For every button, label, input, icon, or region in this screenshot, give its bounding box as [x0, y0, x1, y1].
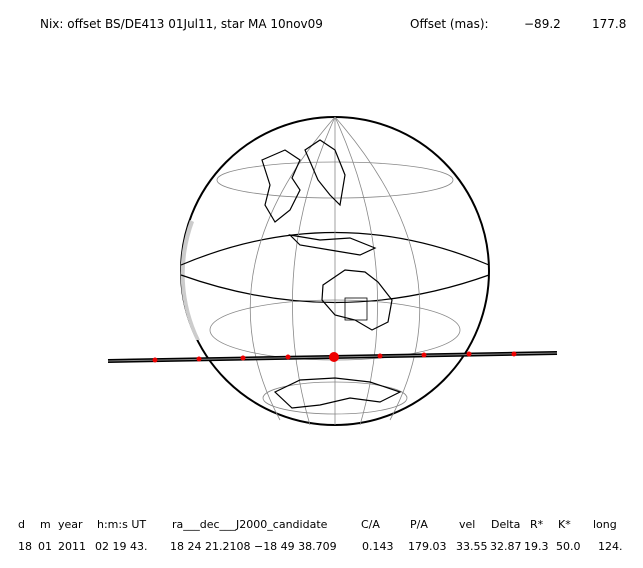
column-header: Delta: [491, 518, 520, 531]
cell: 32.87: [490, 540, 522, 553]
cell: 01: [38, 540, 52, 553]
title: Nix: offset BS/DE413 01Jul11, star MA 10…: [40, 17, 323, 31]
column-header: year: [58, 518, 83, 531]
cell: 124.: [598, 540, 623, 553]
offset-label: Offset (mas):: [410, 17, 489, 31]
column-header: d: [18, 518, 25, 531]
cell: 19.3: [524, 540, 549, 553]
column-header: ra___dec___J2000_candidate: [172, 518, 328, 531]
cell: 18: [18, 540, 32, 553]
cell: 0.143: [362, 540, 394, 553]
cell: 179.03: [408, 540, 447, 553]
column-header: h:m:s UT: [97, 518, 146, 531]
offset-value: −89.2: [524, 17, 561, 31]
column-header: R*: [530, 518, 544, 531]
column-header: C/A: [361, 518, 380, 531]
column-header: long: [593, 518, 617, 531]
cell: 50.0: [556, 540, 581, 553]
shadow-path: [107, 351, 558, 363]
column-header: P/A: [410, 518, 428, 531]
offset-value: 177.8: [592, 17, 626, 31]
cell: 2011: [58, 540, 86, 553]
cell: 02 19 43.: [95, 540, 147, 553]
column-header: K*: [558, 518, 571, 531]
cell: 33.55: [456, 540, 488, 553]
column-header: vel: [459, 518, 475, 531]
cell: 18 24 21.2108 −18 49 38.709: [170, 540, 337, 553]
column-header: m: [40, 518, 51, 531]
globe: [180, 116, 490, 426]
